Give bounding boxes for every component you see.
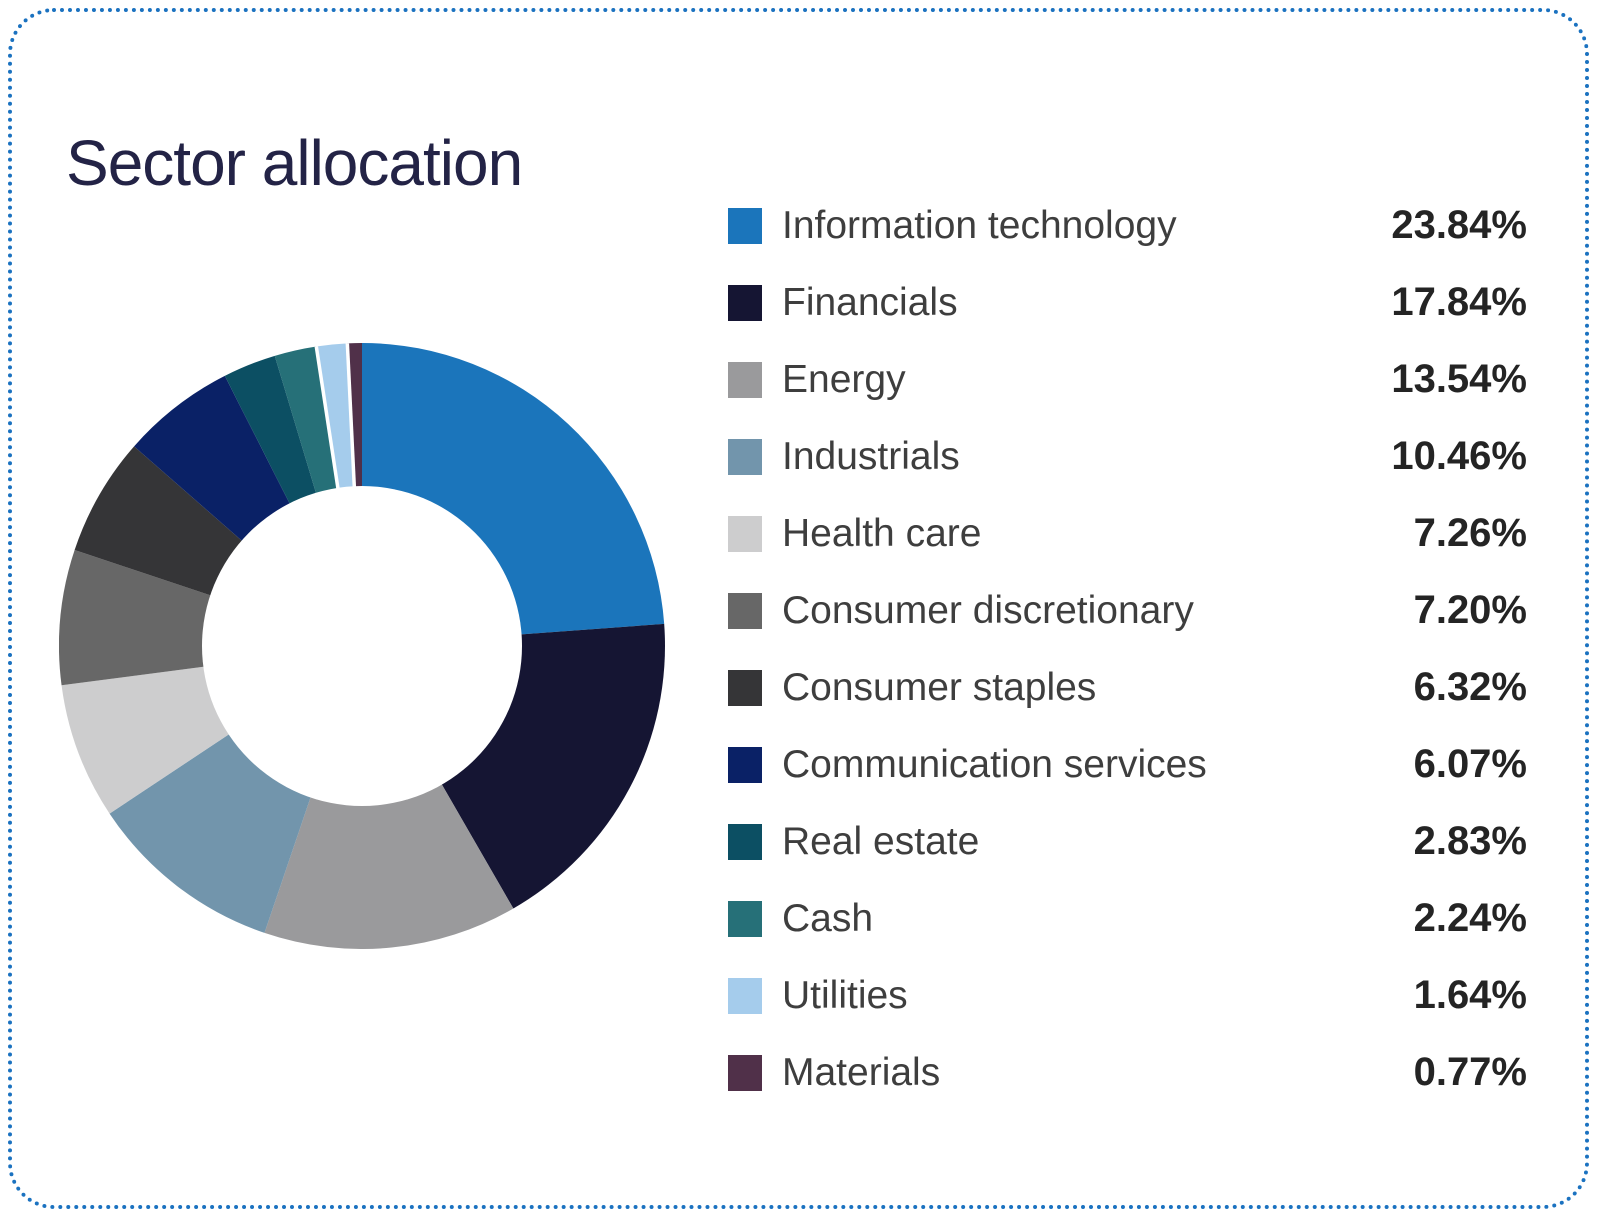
legend-label: Real estate	[782, 819, 980, 863]
legend-value: 13.54%	[1391, 357, 1527, 401]
legend-label: Cash	[782, 896, 874, 940]
legend-value: 6.07%	[1413, 742, 1527, 786]
legend-row-financials: Financials 17.84%	[728, 264, 1527, 341]
legend-value: 1.64%	[1413, 973, 1527, 1017]
legend-label: Health care	[782, 511, 982, 555]
legend-row-information-technology: Information technology 23.84%	[728, 187, 1527, 264]
legend-label: Financials	[782, 280, 958, 324]
donut-chart-svg	[58, 342, 665, 949]
legend-swatch	[728, 592, 762, 629]
legend-value: 0.77%	[1413, 1050, 1527, 1094]
legend-swatch	[728, 1054, 762, 1091]
legend-label: Information technology	[782, 203, 1177, 247]
legend-value: 17.84%	[1391, 280, 1527, 324]
legend-swatch	[728, 207, 762, 244]
legend-row-consumer-staples: Consumer staples 6.32%	[728, 649, 1527, 726]
legend-value: 10.46%	[1391, 434, 1527, 478]
legend-swatch	[728, 515, 762, 552]
legend-row-cash: Cash 2.24%	[728, 880, 1527, 957]
legend-label: Consumer discretionary	[782, 588, 1194, 632]
legend-label: Energy	[782, 357, 906, 401]
legend-value: 2.83%	[1413, 819, 1527, 863]
legend-label: Materials	[782, 1050, 941, 1094]
legend-swatch	[728, 361, 762, 398]
donut-chart	[58, 342, 665, 949]
legend-swatch	[728, 900, 762, 937]
legend-row-materials: Materials 0.77%	[728, 1034, 1527, 1111]
legend: Information technology 23.84% Financials…	[728, 187, 1527, 1111]
legend-row-utilities: Utilities 1.64%	[728, 957, 1527, 1034]
legend-value: 2.24%	[1413, 896, 1527, 940]
donut-hole	[202, 486, 522, 806]
legend-swatch	[728, 746, 762, 783]
legend-row-energy: Energy 13.54%	[728, 341, 1527, 418]
legend-label: Utilities	[782, 973, 908, 1017]
legend-row-consumer-discretionary: Consumer discretionary 7.20%	[728, 572, 1527, 649]
legend-row-industrials: Industrials 10.46%	[728, 418, 1527, 495]
legend-swatch	[728, 977, 762, 1014]
legend-value: 7.26%	[1413, 511, 1527, 555]
legend-swatch	[728, 823, 762, 860]
legend-row-real-estate: Real estate 2.83%	[728, 803, 1527, 880]
page-title: Sector allocation	[66, 127, 523, 199]
legend-label: Consumer staples	[782, 665, 1097, 709]
legend-swatch	[728, 284, 762, 321]
legend-label: Industrials	[782, 434, 960, 478]
legend-swatch	[728, 438, 762, 475]
legend-value: 7.20%	[1413, 588, 1527, 632]
legend-row-communication-services: Communication services 6.07%	[728, 726, 1527, 803]
legend-row-health-care: Health care 7.26%	[728, 495, 1527, 572]
legend-value: 23.84%	[1391, 203, 1527, 247]
legend-value: 6.32%	[1413, 665, 1527, 709]
legend-swatch	[728, 669, 762, 706]
legend-label: Communication services	[782, 742, 1207, 786]
